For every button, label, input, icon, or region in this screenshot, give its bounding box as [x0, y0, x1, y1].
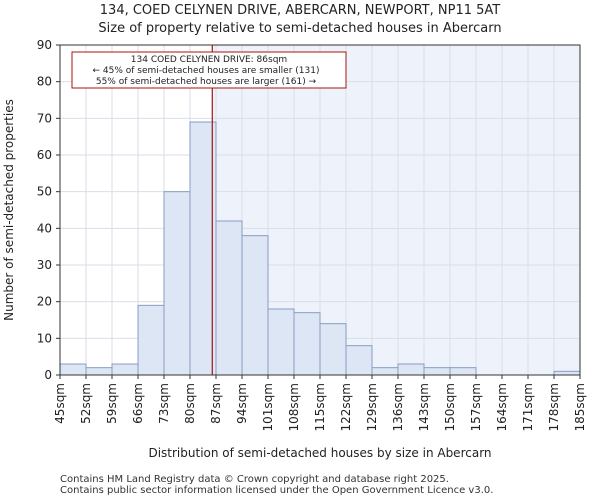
bar-66sqm — [137, 304, 165, 376]
bar-150sqm — [449, 367, 477, 376]
y-tick-label: 90 — [37, 38, 52, 52]
x-tick-label: 80sqm — [183, 383, 197, 424]
x-tick-label: 171sqm — [521, 383, 535, 431]
x-tick-label: 59sqm — [105, 383, 119, 424]
y-tick-label: 70 — [37, 111, 52, 125]
x-tick-label: 157sqm — [469, 383, 483, 431]
histogram-chart: 0 10 20 30 40 50 60 70 80 90 45sqm 52sqm 59sqm 66sqm… — [2, 38, 587, 460]
x-tick-label: 52sqm — [79, 383, 93, 424]
annotation-line-1: 134 COED CELYNEN DRIVE: 86sqm — [131, 55, 287, 65]
y-axis-label: Number of semi-detached properties — [2, 99, 16, 321]
bar-52sqm — [85, 367, 113, 376]
x-tick-label: 136sqm — [391, 383, 405, 431]
footer-line-2: Contains public sector information licen… — [60, 485, 494, 496]
chart-title: 134, COED CELYNEN DRIVE, ABERCARN, NEWPO… — [99, 3, 501, 18]
y-tick-label: 80 — [37, 75, 52, 89]
y-tick-label: 20 — [37, 295, 52, 309]
x-tick-label: 45sqm — [53, 383, 67, 424]
bar-45sqm — [59, 363, 87, 376]
annotation-line-3: 55% of semi-detached houses are larger (… — [96, 77, 317, 87]
y-tick-label: 10 — [37, 331, 52, 345]
x-tick-label: 178sqm — [547, 383, 561, 431]
bar-178sqm — [553, 370, 581, 376]
x-tick-label: 129sqm — [365, 383, 379, 431]
y-tick-label: 0 — [44, 368, 52, 382]
bar-108sqm — [293, 312, 321, 376]
bar-122sqm — [345, 345, 373, 376]
annotation-box: 134 COED CELYNEN DRIVE: 86sqm ← 45% of s… — [71, 51, 347, 89]
bar-101sqm — [267, 308, 295, 376]
x-tick-label: 122sqm — [339, 383, 353, 431]
bar-73sqm — [163, 191, 191, 376]
bar-115sqm — [319, 323, 347, 376]
bar-94sqm — [241, 235, 269, 376]
y-tick-label: 40 — [37, 221, 52, 235]
x-tick-label: 66sqm — [131, 383, 145, 424]
chart-subtitle: Size of property relative to semi-detach… — [98, 21, 502, 36]
footer-line-1: Contains HM Land Registry data © Crown c… — [60, 474, 449, 485]
x-tick-label: 101sqm — [261, 383, 275, 431]
bar-87sqm — [215, 220, 243, 376]
x-tick-label: 185sqm — [573, 383, 587, 431]
x-axis-label: Distribution of semi-detached houses by … — [148, 446, 491, 460]
y-tick-label: 50 — [37, 185, 52, 199]
y-tick-label: 60 — [37, 148, 52, 162]
x-tick-label: 108sqm — [287, 383, 301, 431]
bar-129sqm — [371, 367, 399, 376]
x-tick-label: 73sqm — [157, 383, 171, 424]
annotation-line-2: ← 45% of semi-detached houses are smalle… — [93, 66, 320, 76]
bar-143sqm — [423, 367, 451, 376]
x-tick-label: 87sqm — [209, 383, 223, 424]
x-tick-label: 150sqm — [443, 383, 457, 431]
y-tick-label: 30 — [37, 258, 52, 272]
bar-59sqm — [111, 363, 139, 376]
x-tick-label: 164sqm — [495, 383, 509, 431]
x-tick-label: 115sqm — [313, 383, 327, 431]
x-tick-label: 94sqm — [235, 383, 249, 424]
x-tick-label: 143sqm — [417, 383, 431, 431]
bar-136sqm — [397, 363, 425, 376]
